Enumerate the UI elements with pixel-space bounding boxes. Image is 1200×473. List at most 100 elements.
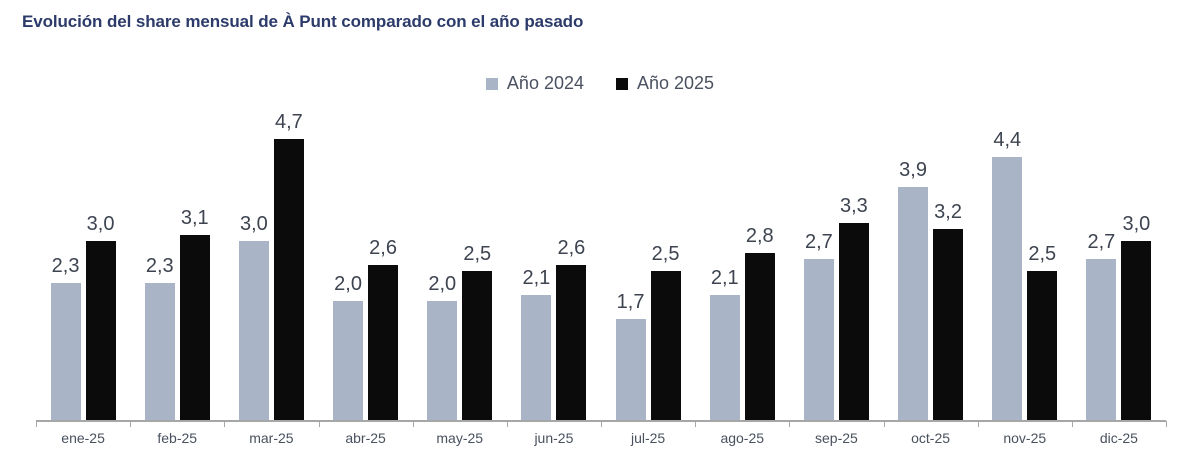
axis-tick bbox=[412, 421, 414, 427]
x-axis-label: ene-25 bbox=[61, 430, 105, 446]
bar-value-label: 2,6 bbox=[557, 237, 586, 259]
bar-año-2025 bbox=[179, 235, 210, 421]
x-axis-label: oct-25 bbox=[911, 430, 951, 446]
bar-column: 2,3 bbox=[50, 255, 81, 421]
bar-column: 4,7 bbox=[273, 111, 304, 421]
bar-column: 2,1 bbox=[709, 267, 740, 421]
bar-value-label: 4,7 bbox=[275, 111, 303, 133]
x-axis-label: mar-25 bbox=[249, 430, 294, 446]
bar-año-2025 bbox=[556, 265, 587, 421]
legend-label-2025: Año 2025 bbox=[637, 73, 715, 93]
bar-group: 2,1 2,8 bbox=[695, 225, 789, 421]
bar-año-2024 bbox=[50, 283, 81, 421]
bar-año-2024 bbox=[333, 301, 364, 421]
legend-label-2024: Año 2024 bbox=[506, 73, 584, 93]
bar-año-2024 bbox=[144, 283, 175, 421]
legend-swatch-2024-icon bbox=[485, 77, 498, 90]
x-axis-label: feb-25 bbox=[157, 430, 198, 446]
bar-group: 2,0 2,6 bbox=[319, 237, 413, 421]
bar-column: 2,6 bbox=[368, 237, 399, 421]
axis-tick bbox=[318, 421, 320, 427]
legend-item-2025: Año 2025 bbox=[616, 73, 714, 94]
x-axis-label: dic-25 bbox=[1099, 430, 1138, 446]
bar-column: 2,5 bbox=[1027, 243, 1058, 421]
bar-group: 2,0 2,5 bbox=[413, 243, 507, 421]
bar-group: 2,3 3,1 bbox=[130, 207, 224, 421]
bar-column: 2,7 bbox=[1086, 231, 1117, 421]
bar-column: 4,4 bbox=[992, 129, 1023, 421]
legend: Año 2024 Año 2025 bbox=[0, 73, 1200, 94]
axis-tick bbox=[883, 421, 885, 427]
bar-group: 2,7 3,0 bbox=[1072, 213, 1166, 421]
bar-value-label: 2,0 bbox=[428, 273, 457, 295]
bar-value-label: 2,1 bbox=[522, 267, 551, 289]
bar-año-2024 bbox=[238, 241, 269, 421]
bar-column: 2,0 bbox=[333, 273, 364, 421]
chart-title: Evolución del share mensual de À Punt co… bbox=[22, 12, 584, 31]
bar-column: 3,0 bbox=[238, 213, 269, 421]
bar-group: 2,1 2,6 bbox=[507, 237, 601, 421]
bar-group: 2,3 3,0 bbox=[36, 213, 130, 421]
bar-value-label: 2,0 bbox=[334, 273, 362, 295]
bar-column: 3,9 bbox=[898, 159, 929, 421]
bar-group: 4,4 2,5 bbox=[978, 129, 1072, 421]
bar-año-2024 bbox=[427, 301, 458, 421]
bar-column: 2,8 bbox=[744, 225, 775, 421]
axis-tick bbox=[789, 421, 791, 427]
bar-value-label: 3,0 bbox=[86, 213, 115, 235]
bar-column: 3,0 bbox=[85, 213, 116, 421]
bar-value-label: 2,7 bbox=[805, 231, 833, 253]
bar-column: 3,0 bbox=[1121, 213, 1152, 421]
bar-año-2024 bbox=[992, 157, 1023, 421]
bar-column: 3,1 bbox=[179, 207, 210, 421]
bar-column: 2,0 bbox=[427, 273, 458, 421]
bar-column: 2,7 bbox=[803, 231, 834, 421]
bar-año-2024 bbox=[615, 319, 646, 421]
legend-item-2024: Año 2024 bbox=[485, 73, 584, 94]
legend-swatch-2025-icon bbox=[616, 77, 628, 90]
bar-año-2025 bbox=[650, 271, 681, 421]
bar-año-2025 bbox=[85, 241, 116, 421]
bar-año-2024 bbox=[521, 295, 552, 421]
bar-column: 2,3 bbox=[144, 255, 175, 421]
bar-column: 2,5 bbox=[650, 243, 681, 421]
bar-value-label: 2,6 bbox=[369, 237, 397, 259]
bar-value-label: 2,5 bbox=[1028, 243, 1057, 265]
bar-año-2024 bbox=[803, 259, 834, 421]
x-axis-label: ago-25 bbox=[720, 430, 765, 446]
axis-tick bbox=[601, 421, 602, 427]
bar-año-2025 bbox=[1121, 241, 1152, 421]
x-axis-label: nov-25 bbox=[1003, 430, 1047, 446]
bar-value-label: 2,3 bbox=[51, 255, 80, 277]
bar-column: 2,1 bbox=[521, 267, 552, 421]
bar-value-label: 2,5 bbox=[651, 243, 680, 265]
bar-año-2025 bbox=[462, 271, 493, 421]
bar-column: 3,2 bbox=[933, 201, 964, 421]
axis-tick bbox=[695, 421, 697, 427]
bar-value-label: 2,7 bbox=[1087, 231, 1116, 253]
x-axis-label: abr-25 bbox=[345, 430, 386, 446]
x-axis-label: may-25 bbox=[436, 430, 484, 446]
bar-column: 3,3 bbox=[838, 195, 869, 421]
bar-group: 1,7 2,5 bbox=[601, 243, 695, 421]
bar-group: 2,7 3,3 bbox=[789, 195, 883, 421]
bar-año-2024 bbox=[898, 187, 929, 421]
axis-tick bbox=[1166, 421, 1167, 427]
axis-tick bbox=[1071, 421, 1073, 427]
bar-año-2025 bbox=[273, 139, 304, 421]
axis-tick bbox=[977, 421, 979, 427]
bar-value-label: 1,7 bbox=[616, 291, 645, 313]
bar-column: 1,7 bbox=[615, 291, 646, 421]
bar-value-label: 2,5 bbox=[463, 243, 492, 265]
bar-año-2025 bbox=[368, 265, 399, 421]
bar-group: 3,0 4,7 bbox=[224, 111, 318, 421]
bar-value-label: 3,2 bbox=[934, 201, 962, 223]
x-axis-label: jul-25 bbox=[630, 430, 666, 446]
bar-column: 2,5 bbox=[462, 243, 493, 421]
axis-tick bbox=[506, 421, 508, 427]
bar-año-2024 bbox=[709, 295, 740, 421]
axis-tick bbox=[130, 421, 132, 427]
bar-value-label: 3,3 bbox=[840, 195, 868, 217]
